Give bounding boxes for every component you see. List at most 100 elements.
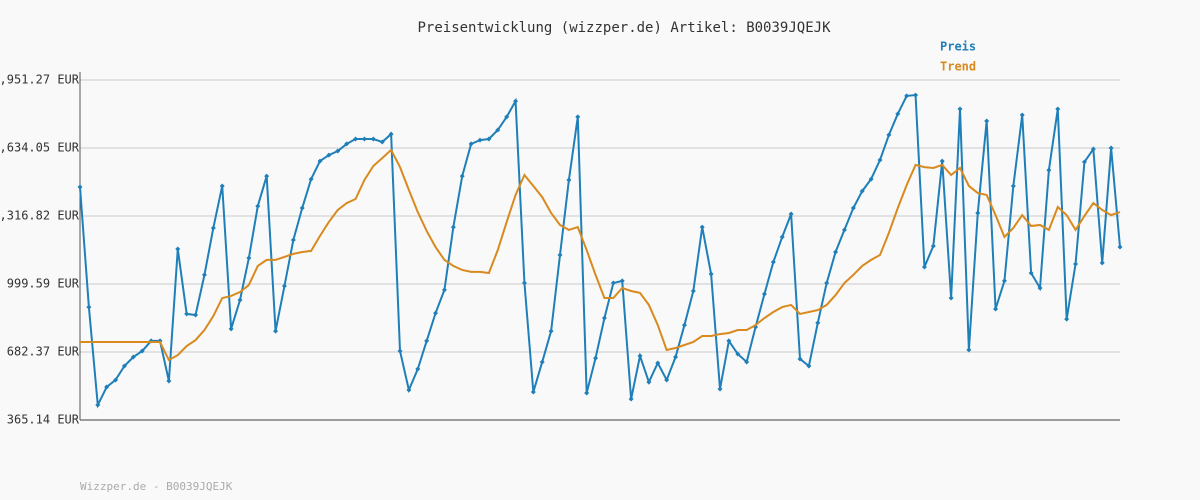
point-marker	[806, 363, 812, 369]
point-marker	[735, 351, 741, 357]
point-marker	[966, 347, 972, 353]
point-marker	[308, 176, 314, 182]
point-marker	[166, 378, 172, 384]
point-marker	[370, 136, 376, 142]
point-marker	[513, 98, 519, 104]
point-marker	[326, 152, 332, 158]
point-marker	[468, 141, 474, 147]
point-marker	[1019, 112, 1025, 118]
point-marker	[601, 315, 607, 321]
point-marker	[237, 297, 243, 303]
point-marker	[1010, 183, 1016, 189]
point-marker	[317, 158, 323, 164]
point-marker	[281, 283, 287, 289]
point-marker	[521, 280, 527, 286]
point-marker	[1046, 167, 1052, 173]
point-marker	[495, 127, 501, 133]
point-marker	[895, 111, 901, 117]
point-marker	[628, 396, 634, 402]
point-marker	[1099, 260, 1105, 266]
point-marker	[504, 114, 510, 120]
point-marker	[841, 227, 847, 233]
point-marker	[121, 363, 127, 369]
point-marker	[913, 92, 919, 98]
series-line	[79, 93, 1121, 409]
y-tick-label: 682.37 EUR	[7, 344, 80, 358]
point-marker	[886, 132, 892, 138]
point-marker	[948, 295, 954, 301]
point-marker	[993, 306, 999, 312]
point-marker	[1108, 145, 1114, 151]
point-marker	[850, 205, 856, 211]
point-marker	[397, 348, 403, 354]
point-marker	[619, 278, 625, 284]
point-marker	[788, 211, 794, 217]
point-marker	[335, 148, 341, 154]
point-marker	[246, 255, 252, 261]
point-marker	[539, 359, 545, 365]
point-marker	[201, 272, 207, 278]
point-marker	[637, 353, 643, 359]
point-marker	[264, 173, 270, 179]
point-marker	[717, 386, 723, 392]
point-marker	[610, 280, 616, 286]
y-tick-label: 1,634.05 EUR	[0, 140, 80, 154]
point-marker	[548, 328, 554, 334]
legend-entry: Preis	[940, 40, 976, 54]
point-marker	[450, 224, 456, 230]
point-marker	[273, 328, 279, 334]
point-marker	[957, 106, 963, 112]
point-marker	[130, 354, 136, 360]
point-marker	[486, 136, 492, 142]
point-marker	[113, 377, 119, 383]
series-line	[80, 148, 1121, 362]
point-marker	[255, 203, 261, 209]
point-marker	[575, 114, 581, 120]
point-marker	[770, 259, 776, 265]
point-marker	[86, 304, 92, 310]
point-marker	[406, 387, 412, 393]
point-marker	[904, 93, 910, 99]
point-marker	[664, 377, 670, 383]
point-marker	[930, 243, 936, 249]
point-marker	[566, 177, 572, 183]
footer: Wizzper.de - B0039JQEJK	[80, 480, 233, 493]
point-marker	[779, 234, 785, 240]
point-marker	[726, 338, 732, 344]
point-marker	[877, 157, 883, 163]
point-marker	[1117, 244, 1123, 250]
point-marker	[1001, 278, 1007, 284]
point-marker	[824, 280, 830, 286]
point-marker	[361, 136, 367, 142]
point-marker	[441, 287, 447, 293]
point-marker	[459, 173, 465, 179]
point-marker	[699, 224, 705, 230]
point-marker	[1037, 285, 1043, 291]
point-marker	[833, 249, 839, 255]
point-marker	[379, 139, 385, 145]
y-tick-label: 1,951.27 EUR	[0, 73, 80, 87]
point-marker	[1055, 106, 1061, 112]
point-marker	[424, 338, 430, 344]
point-marker	[646, 379, 652, 385]
point-marker	[219, 183, 225, 189]
point-marker	[655, 360, 661, 366]
point-marker	[1028, 270, 1034, 276]
point-marker	[175, 246, 181, 252]
point-marker	[939, 158, 945, 164]
point-marker	[210, 225, 216, 231]
legend-entry: Trend	[940, 60, 976, 74]
point-marker	[593, 355, 599, 361]
point-marker	[433, 310, 439, 316]
point-marker	[139, 348, 145, 354]
point-marker	[415, 366, 421, 372]
point-marker	[344, 141, 350, 147]
point-marker	[1090, 146, 1096, 152]
point-marker	[193, 312, 199, 318]
point-marker	[815, 320, 821, 326]
point-marker	[477, 137, 483, 143]
point-marker	[1064, 316, 1070, 322]
point-marker	[708, 271, 714, 277]
